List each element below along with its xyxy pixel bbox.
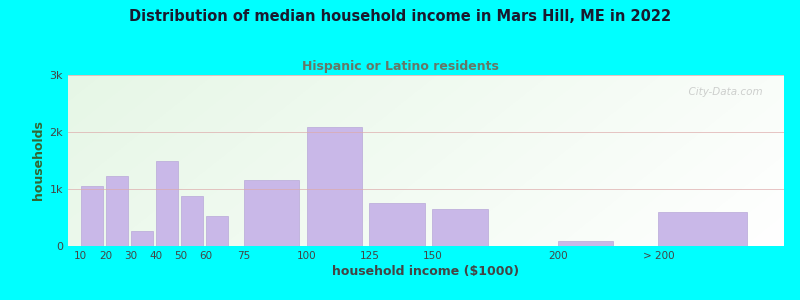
Bar <box>658 212 747 246</box>
Text: City-Data.com: City-Data.com <box>682 87 762 97</box>
Bar <box>81 186 102 246</box>
Text: Hispanic or Latino residents: Hispanic or Latino residents <box>302 60 498 73</box>
Bar <box>106 176 128 246</box>
Bar <box>432 209 487 246</box>
X-axis label: household income ($1000): household income ($1000) <box>333 265 519 278</box>
Bar <box>370 203 425 246</box>
Text: Distribution of median household income in Mars Hill, ME in 2022: Distribution of median household income … <box>129 9 671 24</box>
Bar <box>181 196 203 246</box>
Bar <box>244 180 299 246</box>
Bar <box>156 161 178 246</box>
Y-axis label: households: households <box>32 121 46 200</box>
Bar <box>558 242 613 246</box>
Bar <box>206 216 228 246</box>
Bar <box>131 231 153 246</box>
Bar <box>306 128 362 246</box>
